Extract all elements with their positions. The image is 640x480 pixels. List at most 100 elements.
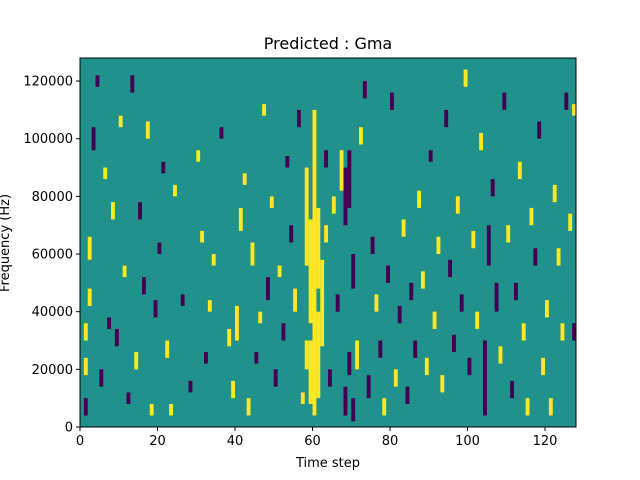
y-tick-label: 60000 (32, 248, 73, 263)
heatmap-cell (238, 207, 243, 231)
heatmap-cell (324, 225, 329, 243)
heatmap-cell (397, 305, 402, 324)
heatmap-cell (114, 328, 119, 347)
heatmap-cell (351, 398, 356, 422)
heatmap-cell (351, 254, 356, 289)
heatmap-cell (83, 323, 88, 341)
heatmap-cell (347, 352, 352, 376)
heatmap-cell (428, 150, 433, 162)
heatmap-cell (568, 213, 573, 231)
heatmap-cell (374, 294, 379, 312)
y-tick-label: 100000 (23, 132, 73, 147)
heatmap-cell (331, 196, 336, 214)
heatmap-cell (316, 311, 321, 399)
x-axis-label: Time step (295, 456, 360, 471)
heatmap-cell (486, 225, 491, 266)
heatmap-cell (169, 403, 174, 416)
heatmap-cells (83, 69, 577, 422)
heatmap-cell (134, 352, 139, 370)
heatmap-cell (366, 375, 371, 399)
heatmap-cell (471, 230, 476, 249)
x-tick-label: 120 (533, 434, 558, 449)
heatmap-cell (328, 369, 332, 387)
heatmap-cell (111, 202, 115, 220)
heatmap-cell (266, 277, 270, 301)
heatmap-cell (417, 190, 422, 208)
y-axis-label: Frequency (Hz) (0, 194, 13, 292)
heatmap-cell (297, 109, 301, 128)
heatmap-cell (196, 150, 201, 162)
heatmap-cell (386, 265, 391, 283)
heatmap-cell (227, 328, 232, 347)
heatmap-cell (514, 282, 518, 301)
heatmap-cell (258, 311, 263, 324)
heatmap-cell (273, 369, 278, 387)
heatmap-cell (211, 254, 216, 266)
heatmap-cell (455, 196, 460, 214)
chart-title: Predicted : Gma (264, 34, 392, 53)
heatmap-cell (262, 104, 267, 116)
heatmap-cell (452, 334, 456, 353)
heatmap-cell (552, 184, 557, 203)
heatmap-cell (269, 196, 274, 208)
heatmap-cell (312, 109, 317, 416)
y-tick-label: 20000 (32, 363, 73, 378)
heatmap-cell (188, 380, 193, 393)
heatmap-cell (529, 207, 534, 226)
x-tick-label: 40 (227, 434, 244, 449)
heatmap-cell (541, 357, 546, 376)
heatmap-cell (246, 398, 251, 416)
heatmap-cell (401, 219, 406, 237)
heatmap-cell (308, 340, 313, 404)
heatmap-cell (548, 398, 553, 416)
heatmap-cell (219, 127, 224, 139)
heatmap-cell (560, 323, 565, 341)
heatmap-cell (204, 352, 208, 364)
heatmap-cell (316, 207, 321, 289)
heatmap-cell (545, 300, 549, 318)
heatmap-cell (157, 242, 162, 255)
heatmap-cell (304, 340, 309, 370)
plot-area (79, 57, 577, 428)
heatmap-cell (413, 340, 418, 358)
heatmap-cell (165, 340, 170, 358)
x-tick-label: 100 (455, 434, 480, 449)
heatmap-cell (409, 282, 414, 301)
heatmap-cell (537, 121, 542, 139)
heatmap-cell (138, 202, 143, 220)
heatmap-cell (490, 179, 495, 197)
heatmap-cell (502, 92, 507, 110)
heatmap-cell (359, 127, 363, 145)
heatmap-cell (281, 323, 286, 341)
heatmap-cell (130, 75, 135, 93)
heatmap-cell (145, 121, 150, 139)
heatmap-cell (436, 236, 441, 255)
heatmap-cell (231, 380, 236, 399)
heatmap-cell (572, 104, 577, 116)
heatmap-cell (126, 392, 131, 404)
heatmap-cell (87, 236, 92, 260)
heatmap-cell (564, 92, 569, 110)
heatmap-cell (91, 127, 96, 151)
heatmap-cell (207, 300, 212, 312)
x-tick-label: 0 (76, 434, 84, 449)
heatmap-cell (122, 265, 127, 278)
heatmap-cell (440, 375, 445, 393)
heatmap-cell (498, 346, 503, 364)
heatmap-cell (173, 184, 177, 197)
heatmap-cell (142, 277, 146, 295)
heatmap-cell (421, 271, 425, 289)
heatmap-cell (355, 340, 360, 370)
heatmap-cell (180, 294, 185, 306)
heatmap-cell (149, 403, 154, 416)
x-tick-label: 80 (382, 434, 399, 449)
heatmap-cell (382, 398, 387, 416)
heatmap-cell (324, 150, 329, 168)
y-tick-label: 80000 (32, 190, 73, 205)
x-tick-label: 20 (149, 434, 166, 449)
heatmap-cell (254, 352, 259, 364)
y-tick-label: 40000 (32, 305, 73, 320)
heatmap-cell (300, 392, 305, 404)
heatmap-cell (483, 340, 487, 416)
heatmap-cell (250, 242, 255, 266)
